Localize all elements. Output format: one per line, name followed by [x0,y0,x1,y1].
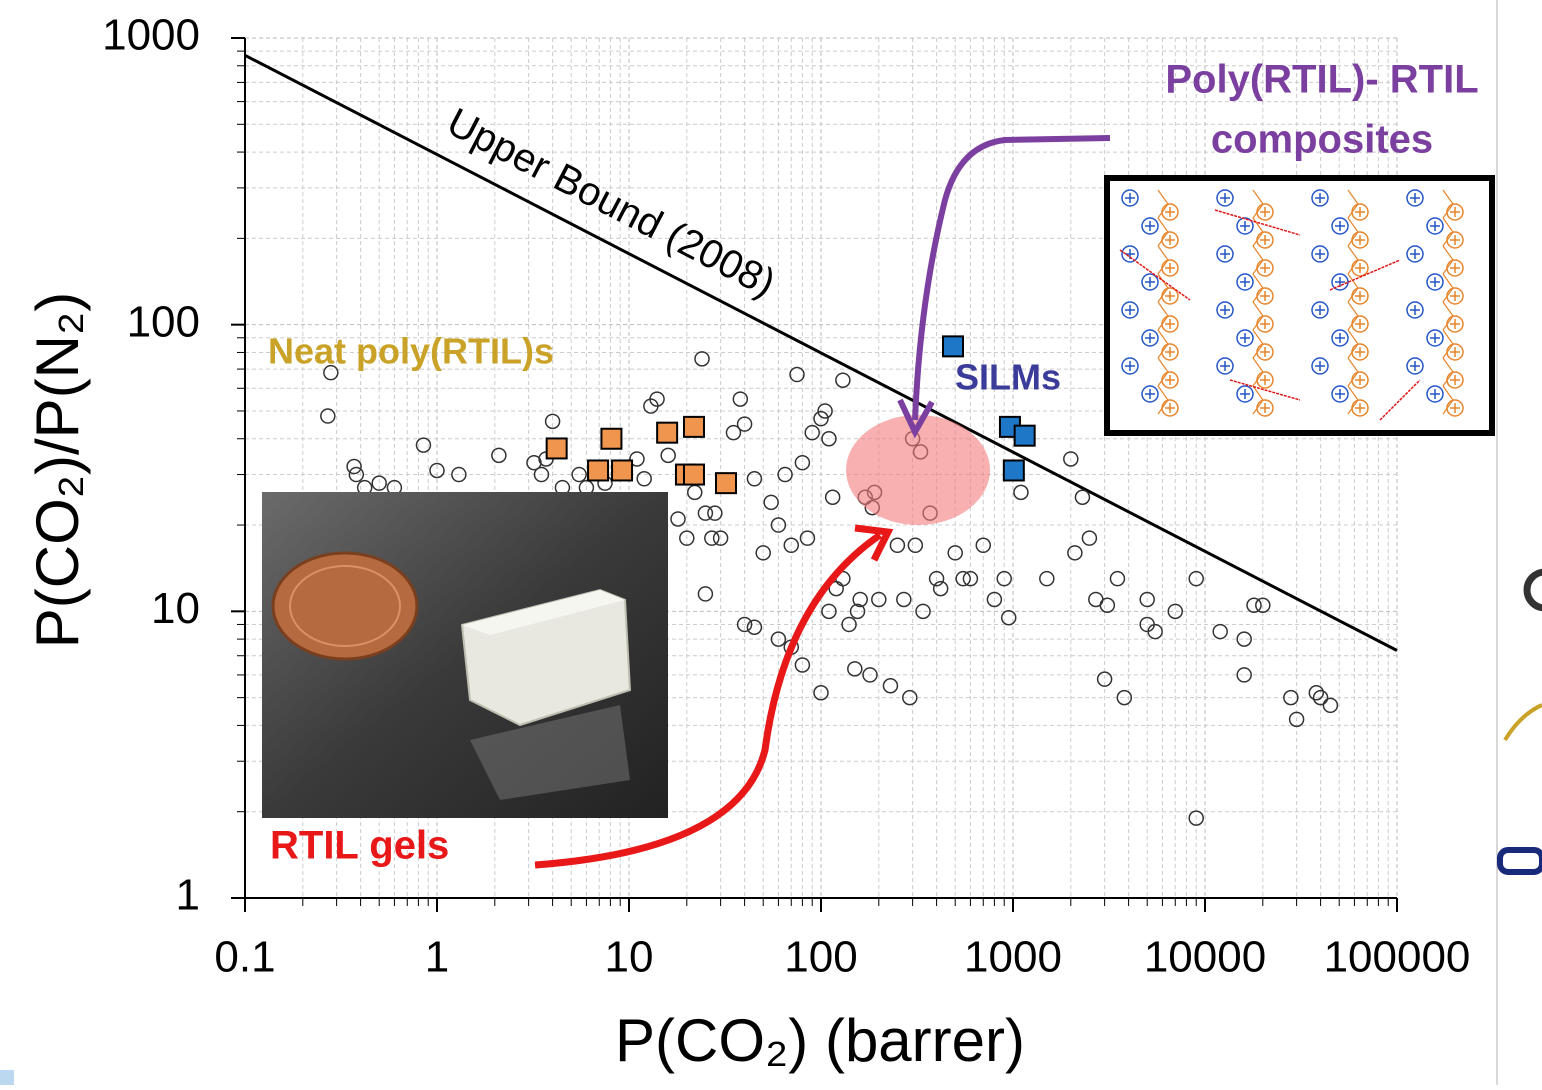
square-marker [588,460,608,480]
y-tick-label: 1000 [102,11,200,60]
square-marker [716,473,736,493]
penny [273,553,417,659]
x-tick-label: 0.1 [214,933,275,982]
series-label: SILMs [955,357,1061,398]
square-marker [657,423,677,443]
annotation: Poly(RTIL)- RTIL [1165,58,1478,102]
structure-inset [1107,178,1492,433]
chart: 0.1 1 10 100 1000 10000 100000 1 10 100 1000 P(CO₂)… [0,0,1542,1085]
square-marker [1015,426,1035,446]
x-axis-label: P(CO₂) (barrer) [615,1007,1025,1074]
y-tick-label: 10 [151,584,200,633]
page: 0.1 1 10 100 1000 10000 100000 1 10 100 1000 P(CO₂)… [0,0,1542,1090]
square-marker [684,465,704,485]
square-marker [684,417,704,437]
y-tick-label: 100 [127,297,200,346]
square-marker [943,336,963,356]
square-marker [1004,460,1024,480]
square-marker [601,429,621,449]
square-marker [547,438,567,458]
annotation: composites [1211,118,1433,162]
slide-decoration [0,1070,14,1085]
x-tick-label: 100000 [1324,933,1471,982]
y-tick-label: 1 [176,871,200,920]
photo-inset [262,492,668,818]
y-axis-label: P(CO₂)/P(N₂) [24,292,91,649]
square-marker [612,460,632,480]
background [0,0,1542,1085]
x-tick-label: 1 [425,933,449,982]
annotation: RTIL gels [270,824,449,868]
x-tick-label: 1000 [964,933,1062,982]
series-label: Neat poly(RTIL)s [268,331,554,372]
x-tick-label: 10000 [1144,933,1266,982]
x-tick-label: 100 [784,933,857,982]
x-tick-label: 10 [605,933,654,982]
